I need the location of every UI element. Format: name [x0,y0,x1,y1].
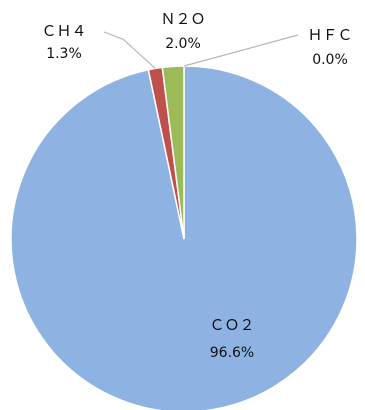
hfc-value-label: 0.0% [312,52,348,68]
n2o-value-label: 2.0% [165,36,201,52]
leader-lines [103,31,299,69]
ch4-category-label: ＣＨ４ [41,22,86,40]
n2o-category-label: Ｎ２Ｏ [160,10,205,28]
pie-slices [10,65,358,410]
co2-category-label: ＣＯ２ [209,316,254,334]
ch4-leader-line [103,31,156,69]
hfc-leader-line [183,34,299,67]
co2-value-label: 96.6% [210,345,254,361]
hfc-category-label: ＨＦＣ [307,26,352,44]
n2o-slice [161,65,185,240]
ch4-value-label: 1.3% [46,46,82,62]
